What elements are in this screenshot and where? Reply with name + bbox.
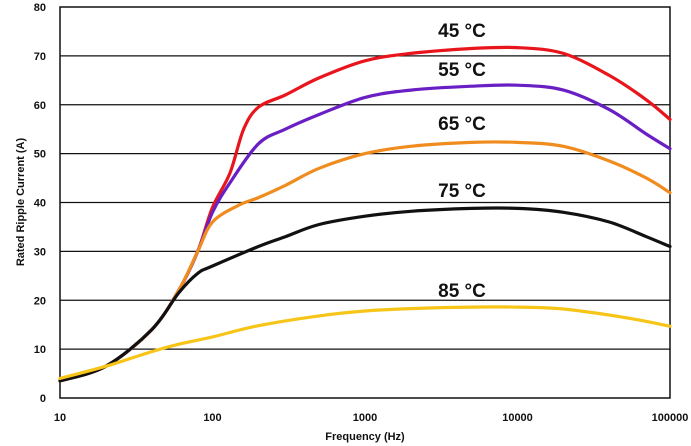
y-tick-label: 60 [34, 100, 46, 112]
y-tick-label: 70 [34, 51, 46, 63]
y-tick-label: 10 [34, 344, 46, 356]
series-line [58, 305, 672, 380]
x-tick-label: 100000 [652, 412, 689, 424]
x-tick-label: 10 [54, 412, 66, 424]
y-axis-ticks: 0 10 20 30 40 50 60 70 80 [34, 2, 46, 405]
x-tick-label: 10000 [502, 412, 533, 424]
y-tick-label: 40 [34, 198, 46, 210]
y-tick-label: 0 [40, 393, 46, 405]
y-tick-label: 50 [34, 149, 46, 161]
series-label: 45 °C [438, 21, 486, 42]
series-labels: 45 °C 55 °C 65 °C 75 °C 85 °C [438, 21, 486, 302]
series-label: 55 °C [438, 60, 486, 81]
series-lines [58, 45, 672, 383]
series-label: 75 °C [438, 181, 486, 202]
x-axis-ticks: 10 100 1000 10000 100000 [54, 412, 688, 424]
y-tick-label: 30 [34, 246, 46, 258]
series-label: 65 °C [438, 114, 486, 135]
series-line [58, 206, 672, 383]
x-tick-label: 1000 [353, 412, 377, 424]
y-tick-label: 80 [34, 2, 46, 14]
y-axis-title: Rated Ripple Current (A) [15, 137, 27, 266]
x-tick-label: 100 [203, 412, 221, 424]
y-tick-label: 20 [34, 295, 46, 307]
x-axis-title: Frequency (Hz) [325, 431, 405, 443]
series-label: 85 °C [438, 281, 486, 302]
